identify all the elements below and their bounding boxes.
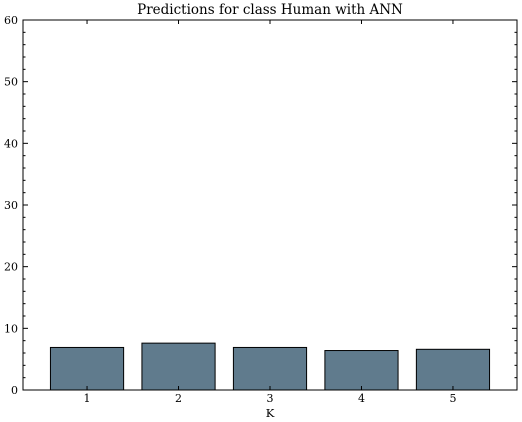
bar-k-5 [415,348,491,391]
bar-k-4 [324,350,399,391]
x-tick-label: 4 [358,392,365,405]
chart-title: Predictions for class Human with ANN [137,2,403,18]
y-tick-label: 50 [4,76,18,89]
bars-group [49,342,491,391]
y-tick-label: 30 [4,199,18,212]
bar-k-1 [49,346,125,391]
x-tick-label: 3 [267,392,274,405]
y-tick-label: 60 [4,14,18,27]
x-tick-label: 5 [449,392,456,405]
bar-k-3 [232,346,308,391]
y-tick-label: 0 [11,384,18,397]
y-tick-label: 40 [4,137,18,150]
plot-frame [22,19,518,391]
y-tick-label: 10 [4,322,18,335]
y-axis-ticks: 0 10 20 30 40 50 60 [4,14,517,397]
bar-k-2 [141,342,216,391]
x-axis-ticks: 1 2 3 4 5 [84,20,456,405]
x-axis-label: K [266,406,275,420]
y-tick-label: 20 [4,261,18,274]
x-tick-label: 2 [175,392,182,405]
x-tick-label: 1 [84,392,91,405]
